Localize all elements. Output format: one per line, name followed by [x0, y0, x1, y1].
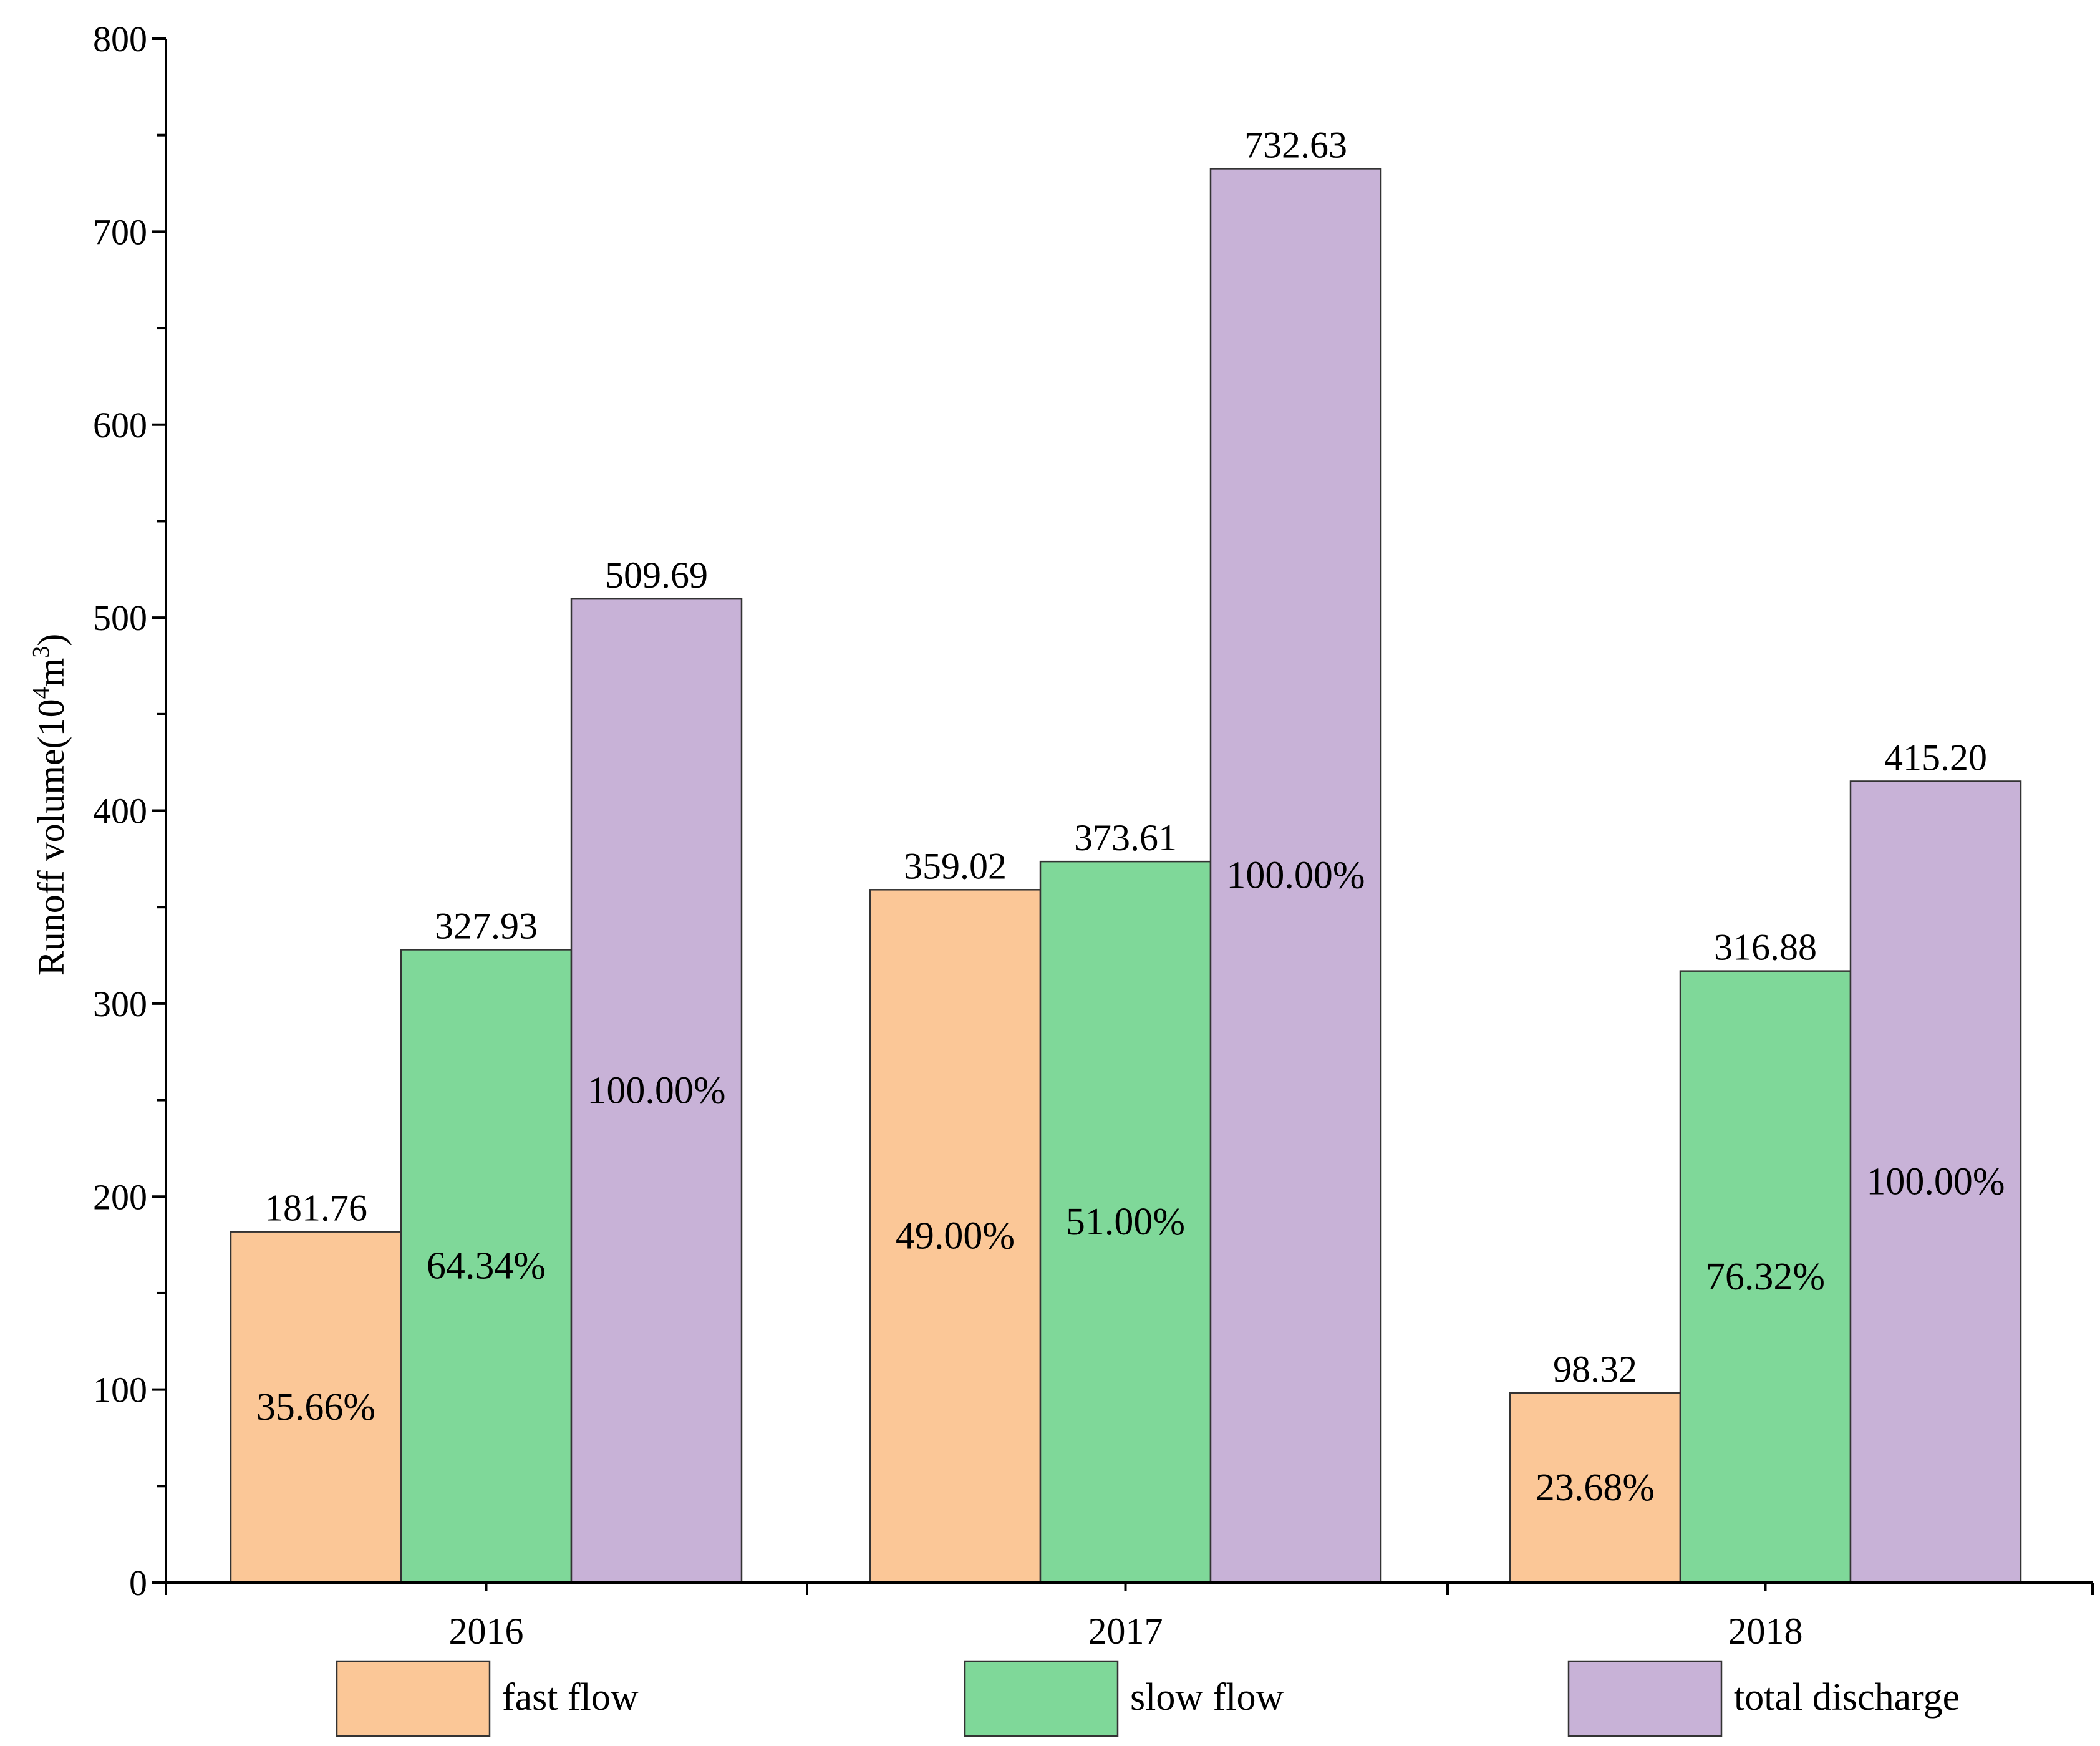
value-label: 181.76 — [264, 1188, 367, 1229]
bar-fast-flow-2017 — [869, 889, 1042, 1584]
labels-layer: 181.76 35.66% 359.02 49.00% 98.32 23.68% 327.9… — [256, 124, 2005, 1508]
percent-label: 23.68% — [1536, 1467, 1655, 1509]
bar-slow-flow-2018 — [1679, 970, 1852, 1584]
bar-fast-flow-2018 — [1509, 1392, 1681, 1584]
y-tick-label: 400 — [93, 791, 147, 832]
y-axis-label-part: 3 — [28, 646, 54, 658]
percent-label: 100.00% — [587, 1070, 725, 1112]
bar-total-discharge-2017 — [1209, 168, 1382, 1584]
percent-label: 100.00% — [1866, 1161, 2005, 1203]
x-tick-label: 2017 — [1088, 1611, 1163, 1652]
y-tick-label: 500 — [93, 598, 147, 638]
x-tick-label: 2016 — [449, 1611, 524, 1652]
legend-label: total discharge — [1734, 1676, 1960, 1719]
bar-total-discharge-2016 — [570, 598, 743, 1584]
percent-label: 100.00% — [1226, 855, 1365, 897]
legend-swatch-slow-flow — [964, 1660, 1119, 1737]
value-label: 509.69 — [605, 555, 708, 596]
value-label: 373.61 — [1074, 817, 1177, 858]
x-tick-label: 2018 — [1728, 1611, 1803, 1652]
y-axis-label-part: ) — [31, 634, 72, 646]
y-tick-label: 300 — [93, 984, 147, 1024]
legend: fast flow slow flow total discharge — [336, 1660, 1960, 1737]
value-label: 415.20 — [1884, 737, 1987, 778]
value-label: 732.63 — [1244, 124, 1347, 165]
y-tick-label: 800 — [93, 19, 147, 59]
value-label: 327.93 — [435, 905, 538, 946]
y-tick-label: 100 — [93, 1370, 147, 1410]
legend-label: slow flow — [1130, 1676, 1284, 1719]
bar-slow-flow-2016 — [400, 949, 573, 1584]
value-label: 316.88 — [1714, 927, 1817, 968]
percent-label: 76.32% — [1706, 1256, 1825, 1298]
bar-fast-flow-2016 — [230, 1231, 402, 1584]
y-axis-label: Runoff volume(104m3) — [28, 634, 72, 976]
y-tick-label: 0 — [129, 1563, 147, 1603]
y-axis-label-part: 4 — [28, 687, 54, 699]
value-label: 359.02 — [904, 845, 1007, 886]
value-label: 98.32 — [1553, 1349, 1637, 1390]
percent-label: 64.34% — [427, 1245, 546, 1288]
legend-swatch-fast-flow — [336, 1660, 491, 1737]
y-axis-label-part: m — [31, 658, 72, 687]
y-axis-label-part: Runoff volume(10 — [31, 699, 72, 976]
percent-label: 49.00% — [896, 1215, 1015, 1258]
y-tick-label: 700 — [93, 211, 147, 252]
legend-swatch-total-discharge — [1567, 1660, 1723, 1737]
y-tick-label: 600 — [93, 405, 147, 445]
percent-label: 35.66% — [256, 1386, 375, 1428]
axes-layer: 0 100 200 300 400 500 600 700 800 2016 2017 2018 Run… — [28, 19, 2094, 1652]
bars-layer — [230, 168, 2022, 1584]
legend-label: fast flow — [502, 1676, 639, 1719]
y-tick-label: 200 — [93, 1176, 147, 1217]
percent-label: 51.00% — [1066, 1201, 1185, 1243]
bar-total-discharge-2018 — [1849, 780, 2022, 1584]
